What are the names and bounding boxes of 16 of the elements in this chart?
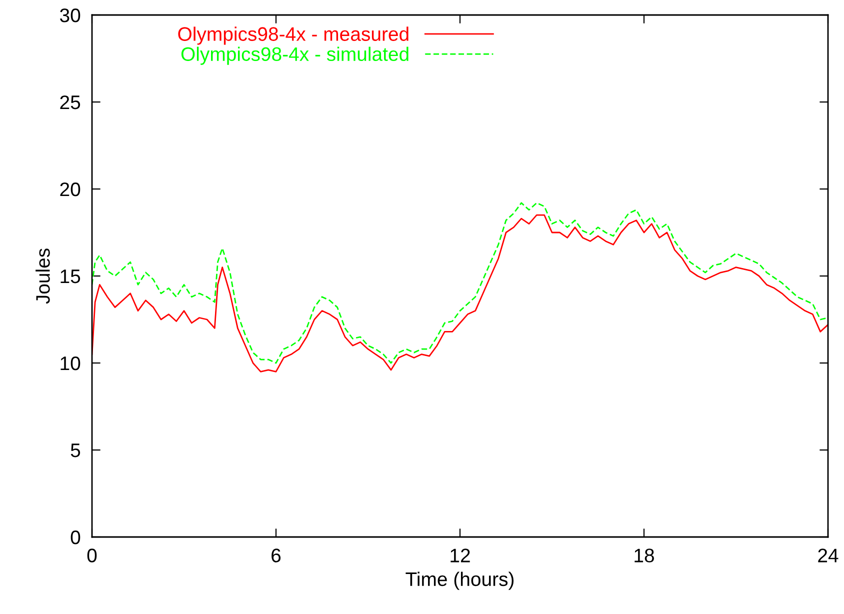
y-tick-label: 15 [60,270,80,284]
x-tick-label: 18 [634,548,654,562]
legend-label: Olympics98-4x - simulated [181,46,408,65]
x-axis-title: Time (hours) [406,572,514,590]
y-tick-label: 0 [70,530,80,544]
x-tick-label: 0 [87,548,97,562]
y-tick-label: 25 [60,95,80,110]
y-tick-label: 10 [60,356,80,370]
y-axis-title: Joules [36,248,50,304]
y-tick-label: 5 [70,444,80,458]
x-tick-label: 6 [272,548,281,562]
legend-label: Olympics98-4x - measured [178,26,408,45]
x-tick-label: 24 [818,548,838,562]
y-tick-label: 20 [60,182,80,196]
y-tick-label: 30 [60,8,80,22]
x-tick-label: 12 [450,548,470,562]
